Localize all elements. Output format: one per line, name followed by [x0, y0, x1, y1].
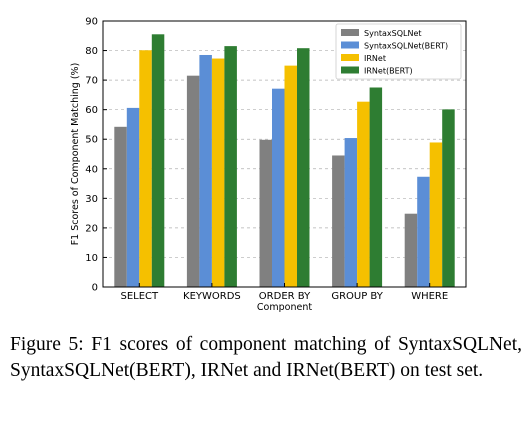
bar	[151, 34, 165, 287]
legend-swatch	[341, 29, 359, 36]
y-tick-label: 80	[85, 46, 98, 57]
bar	[114, 126, 127, 287]
legend-swatch	[341, 54, 359, 61]
bar	[417, 176, 430, 287]
bar	[186, 75, 200, 287]
bar-chart: 0 10 20 30 40 50 60 70 80 90 SELECT KEYWORDS ORDER …	[70, 17, 467, 313]
bar	[199, 54, 212, 287]
bar	[272, 88, 285, 287]
x-tick-label: WHERE	[411, 291, 448, 302]
bar	[344, 138, 358, 287]
y-tick-label: 30	[85, 194, 98, 205]
bar	[259, 139, 272, 287]
legend-label: IRNet(BERT)	[364, 67, 413, 76]
y-tick-label: 90	[85, 17, 98, 28]
y-tick-label: 0	[92, 283, 98, 294]
legend-box	[335, 23, 462, 80]
legend-swatch	[341, 66, 359, 74]
x-tick-label: SELECT	[120, 291, 159, 302]
x-tick-label: KEYWORDS	[183, 291, 241, 302]
y-tick-label: 50	[85, 135, 98, 146]
y-axis-ticks: 0 10 20 30 40 50 60 70 80 90	[85, 17, 107, 294]
legend-swatch	[341, 41, 359, 49]
y-tick-label: 10	[85, 253, 98, 264]
legend-label: SyntaxSQLNet	[364, 29, 422, 38]
y-tick-label: 60	[85, 105, 98, 116]
legend: SyntaxSQLNet SyntaxSQLNet(BERT) IRNet IRNet…	[335, 23, 462, 80]
x-axis-label: Component	[257, 302, 312, 313]
y-tick-label: 70	[85, 76, 98, 87]
bar	[404, 213, 418, 287]
bar	[211, 58, 225, 288]
bar	[139, 50, 152, 288]
bar	[126, 107, 140, 287]
bar	[369, 87, 383, 287]
y-tick-label: 40	[85, 164, 98, 175]
bar	[332, 155, 345, 287]
bar	[357, 101, 370, 287]
legend-label: SyntaxSQLNet(BERT)	[364, 42, 448, 51]
bars	[114, 34, 455, 288]
x-tick-label: ORDER BY	[259, 291, 311, 302]
legend-label: IRNet	[364, 54, 386, 63]
y-axis-label: F1 Scores of Component Matching (%)	[70, 63, 81, 246]
bar	[284, 65, 297, 287]
x-tick-label: GROUP BY	[331, 291, 383, 302]
y-tick-label: 20	[85, 223, 98, 234]
bar	[297, 48, 310, 287]
figure-caption: Figure 5: F1 scores of component matchin…	[10, 334, 522, 381]
bar	[442, 109, 455, 287]
bar	[224, 46, 237, 287]
bar	[429, 142, 443, 287]
x-axis-ticks: SELECT KEYWORDS ORDER BY GROUP BY WHERE	[120, 283, 448, 302]
